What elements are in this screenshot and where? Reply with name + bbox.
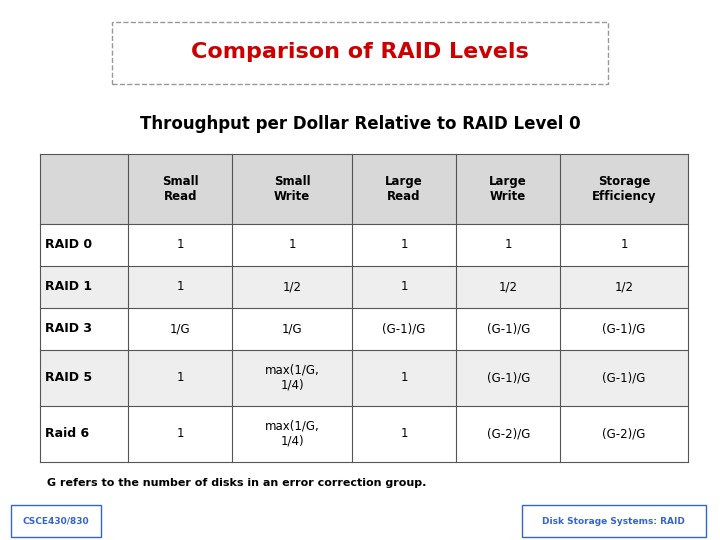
Text: (G-1)/G: (G-1)/G (602, 372, 646, 384)
Text: 1: 1 (400, 372, 408, 384)
Text: 1: 1 (289, 238, 296, 251)
Text: (G-1)/G: (G-1)/G (487, 372, 530, 384)
Text: 1: 1 (400, 427, 408, 440)
Text: 1: 1 (176, 280, 184, 293)
Text: RAID 1: RAID 1 (45, 280, 92, 293)
Text: Comparison of RAID Levels: Comparison of RAID Levels (191, 42, 529, 63)
Text: 1: 1 (505, 238, 512, 251)
Text: 1/2: 1/2 (283, 280, 302, 293)
Bar (40, 308, 688, 350)
FancyBboxPatch shape (112, 22, 608, 84)
Bar (40, 224, 688, 266)
Text: max(1/G,
1/4): max(1/G, 1/4) (265, 364, 320, 392)
Bar (40, 154, 688, 224)
Text: 1: 1 (176, 238, 184, 251)
Text: 1/G: 1/G (170, 322, 191, 335)
FancyBboxPatch shape (522, 505, 706, 537)
Text: RAID 0: RAID 0 (45, 238, 92, 251)
Text: 1: 1 (400, 280, 408, 293)
Bar (40, 266, 688, 308)
Text: Raid 6: Raid 6 (45, 427, 89, 440)
Text: RAID 5: RAID 5 (45, 372, 92, 384)
Text: (G-1)/G: (G-1)/G (487, 322, 530, 335)
Bar (40, 406, 688, 462)
Text: Small
Read: Small Read (162, 175, 199, 203)
Text: CSCE430/830: CSCE430/830 (22, 517, 89, 525)
Text: 1: 1 (620, 238, 628, 251)
Text: 1: 1 (176, 372, 184, 384)
Text: Large
Read: Large Read (385, 175, 423, 203)
Text: Storage
Efficiency: Storage Efficiency (592, 175, 656, 203)
Text: (G-2)/G: (G-2)/G (602, 427, 646, 440)
Text: 1/2: 1/2 (614, 280, 634, 293)
Text: Throughput per Dollar Relative to RAID Level 0: Throughput per Dollar Relative to RAID L… (140, 115, 580, 133)
FancyBboxPatch shape (11, 505, 101, 537)
Text: (G-1)/G: (G-1)/G (382, 322, 426, 335)
Bar (40, 350, 688, 406)
Text: Small
Write: Small Write (274, 175, 310, 203)
Text: (G-1)/G: (G-1)/G (602, 322, 646, 335)
Text: 1/2: 1/2 (499, 280, 518, 293)
Text: RAID 3: RAID 3 (45, 322, 92, 335)
Text: G refers to the number of disks in an error correction group.: G refers to the number of disks in an er… (47, 478, 426, 488)
Text: max(1/G,
1/4): max(1/G, 1/4) (265, 420, 320, 448)
Text: 1: 1 (176, 427, 184, 440)
Text: Disk Storage Systems: RAID: Disk Storage Systems: RAID (542, 517, 685, 525)
Text: Large
Write: Large Write (490, 175, 527, 203)
Text: (G-2)/G: (G-2)/G (487, 427, 530, 440)
Text: 1/G: 1/G (282, 322, 302, 335)
Text: 1: 1 (400, 238, 408, 251)
